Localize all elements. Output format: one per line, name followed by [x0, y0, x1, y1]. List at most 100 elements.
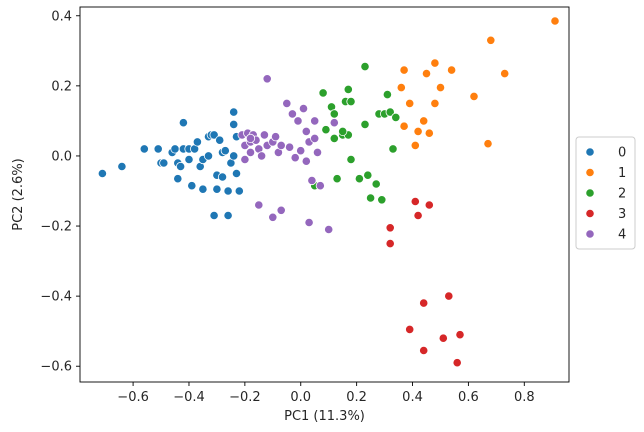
data-point-s2-20 — [382, 90, 392, 100]
data-point-s4-31 — [315, 181, 325, 191]
data-point-s2-12 — [360, 61, 370, 72]
data-point-s1-13 — [486, 35, 496, 45]
data-point-s0-39 — [231, 168, 242, 179]
legend: 0 1 2 3 4 — [575, 136, 636, 250]
data-point-s1-11 — [469, 91, 479, 102]
data-point-s0-36 — [229, 119, 239, 130]
data-point-s2-0 — [318, 88, 328, 98]
data-points — [97, 16, 560, 368]
data-point-s0-14 — [184, 154, 194, 165]
data-point-s0-37 — [229, 151, 239, 161]
x-tick-label: −0.6 — [117, 390, 149, 405]
y-tick-label: 0.2 — [51, 79, 72, 94]
data-point-s1-1 — [396, 83, 406, 93]
data-point-s0-9 — [178, 118, 188, 128]
data-point-s4-5 — [245, 147, 256, 157]
legend-box — [575, 136, 636, 250]
data-point-s4-27 — [307, 175, 317, 186]
legend-label-0: 0 — [618, 146, 626, 161]
x-axis-label: PC1 (11.3%) — [284, 409, 365, 424]
data-point-s2-10 — [346, 154, 356, 165]
legend-label-3: 3 — [618, 207, 626, 222]
data-point-s4-23 — [298, 104, 309, 114]
data-point-s3-11 — [455, 330, 465, 340]
data-point-s2-22 — [388, 144, 398, 154]
data-point-s2-21 — [385, 107, 395, 117]
y-tick-label: 0.4 — [51, 9, 72, 24]
y-tick-label: −0.4 — [40, 290, 72, 305]
data-point-s0-3 — [153, 144, 163, 154]
data-point-s2-16 — [371, 179, 381, 189]
data-point-s0-17 — [192, 137, 202, 147]
data-point-s1-2 — [405, 98, 415, 109]
data-point-s1-14 — [500, 69, 510, 79]
data-point-s4-2 — [240, 154, 250, 165]
y-tick-label: −0.6 — [40, 360, 72, 375]
data-point-s4-19 — [287, 109, 297, 119]
x-tick-label: 0.6 — [458, 390, 479, 405]
data-point-s2-14 — [363, 170, 373, 180]
data-point-s0-27 — [212, 184, 222, 194]
legend-marker-2 — [585, 188, 595, 198]
x-tick-label: 0.2 — [346, 390, 367, 405]
data-point-s4-29 — [310, 133, 320, 143]
legend-label-4: 4 — [618, 228, 626, 243]
data-point-s0-5 — [159, 158, 169, 168]
data-point-s0-11 — [173, 174, 183, 184]
data-point-s4-9 — [256, 151, 267, 161]
data-point-s0-35 — [229, 107, 239, 117]
x-tick-label: 0.4 — [402, 390, 423, 405]
data-point-s4-34 — [254, 200, 264, 210]
data-point-s4-21 — [293, 116, 303, 126]
data-point-s1-12 — [483, 139, 493, 149]
data-point-s2-15 — [365, 193, 376, 203]
data-point-s2-1 — [321, 125, 331, 135]
data-point-s3-3 — [413, 210, 423, 221]
data-point-s1-10 — [446, 65, 457, 75]
data-point-s3-5 — [405, 324, 415, 334]
data-point-s4-18 — [284, 142, 295, 152]
y-axis: −0.6 −0.4 −0.2 0.0 0.2 0.4 — [40, 9, 80, 375]
y-tick-label: −0.2 — [40, 220, 72, 235]
data-point-s0-32 — [223, 186, 233, 196]
data-point-s4-35 — [268, 212, 278, 222]
legend-marker-4 — [585, 229, 595, 239]
data-point-s2-5 — [332, 174, 342, 184]
legend-label-2: 2 — [618, 187, 626, 202]
data-point-s3-7 — [419, 298, 429, 308]
data-point-s0-7 — [170, 144, 180, 154]
data-point-s4-14 — [270, 132, 281, 142]
data-point-s0-40 — [234, 186, 244, 196]
data-point-s2-24 — [338, 126, 348, 136]
data-point-s4-28 — [310, 116, 320, 126]
plot-frame — [79, 6, 570, 383]
data-point-s4-38 — [329, 118, 339, 128]
data-point-s1-0 — [399, 65, 409, 75]
data-point-s0-10 — [176, 161, 186, 172]
data-point-s0-25 — [209, 210, 219, 221]
data-point-s0-16 — [187, 181, 197, 191]
data-point-s2-18 — [377, 195, 387, 205]
data-point-s2-23 — [391, 112, 401, 123]
x-tick-label: −0.4 — [173, 390, 205, 405]
legend-marker-0 — [585, 147, 595, 157]
data-point-s2-4 — [329, 133, 339, 143]
x-axis: −0.6 −0.4 −0.2 0.0 0.2 0.4 0.6 0.8 — [117, 382, 535, 405]
data-point-s4-32 — [324, 224, 334, 235]
data-point-s1-4 — [413, 126, 423, 136]
data-point-s4-11 — [262, 74, 272, 84]
y-axis-label: PC2 (2.6%) — [11, 158, 26, 231]
data-point-s4-37 — [245, 133, 256, 143]
legend-marker-1 — [585, 167, 595, 178]
data-point-s2-11 — [354, 174, 364, 184]
legend-label-1: 1 — [618, 166, 626, 181]
data-point-s0-1 — [117, 161, 127, 172]
data-point-s0-20 — [198, 184, 208, 194]
data-point-s4-22 — [296, 146, 306, 156]
data-point-s3-2 — [410, 196, 420, 207]
data-point-s3-10 — [452, 358, 462, 368]
data-point-s3-6 — [419, 345, 429, 356]
data-point-s2-8 — [343, 84, 353, 95]
